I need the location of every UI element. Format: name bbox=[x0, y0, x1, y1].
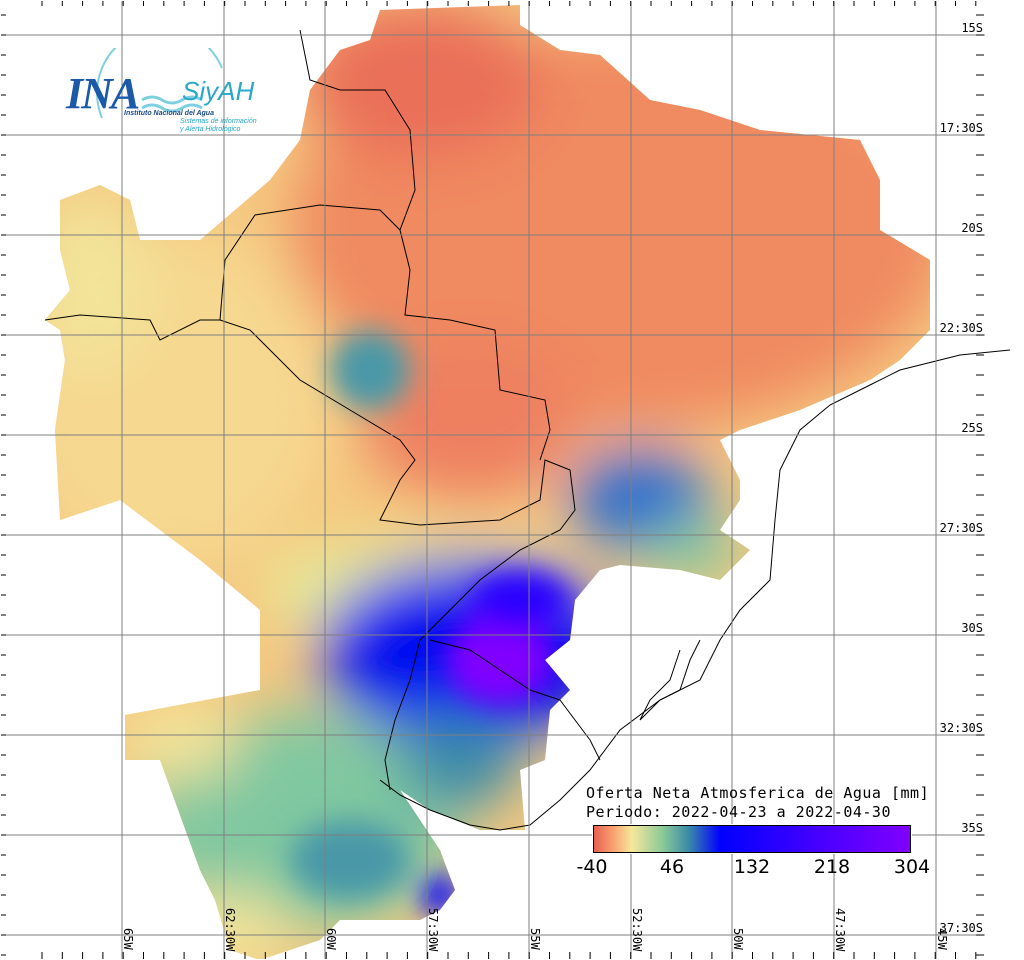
legend-variable: Oferta Neta Atmosferica de Agua [mm] bbox=[586, 784, 930, 802]
latitude-label: 20S bbox=[961, 221, 983, 235]
latitude-label: 37:30S bbox=[939, 921, 983, 935]
longitude-label: 62:30W bbox=[223, 908, 237, 952]
ina-siyah-logo: INA SiyAH Instituto Nacional del Agua Si… bbox=[62, 48, 272, 143]
colorbar-tick: -40 bbox=[576, 856, 608, 878]
colorbar-tick: 132 bbox=[733, 856, 771, 878]
border-bolivia-brazil bbox=[299, 29, 551, 461]
longitude-label: 65W bbox=[121, 928, 135, 950]
colorbar-tick: 218 bbox=[813, 856, 851, 878]
longitude-label: 45W bbox=[935, 928, 949, 950]
legend-period: Periodo: 2022-04-23 a 2022-04-30 bbox=[586, 803, 891, 821]
longitude-label: 50W bbox=[731, 928, 745, 950]
logo-system-line1: Sistemas de información bbox=[180, 118, 257, 125]
colorbar-tick: 46 bbox=[659, 856, 685, 878]
longitude-label: 60W bbox=[324, 928, 338, 950]
logo-acronym: INA bbox=[66, 69, 140, 118]
axis-ticks bbox=[0, 0, 984, 960]
latitude-label: 32:30S bbox=[939, 721, 983, 735]
latitude-label: 35S bbox=[961, 821, 983, 835]
logo-system-name: Sistemas de información y Alerta Hidroló… bbox=[180, 118, 257, 134]
colorbar-tick: 304 bbox=[893, 856, 931, 878]
legend-title: Oferta Neta Atmosferica de Agua [mm] Peri… bbox=[586, 784, 929, 822]
colorbar-gradient bbox=[594, 826, 910, 852]
lagoa-dos-patos bbox=[639, 639, 701, 721]
colorbar bbox=[593, 825, 911, 853]
latitude-label: 30S bbox=[961, 621, 983, 635]
logo-arc-icon bbox=[96, 48, 223, 119]
longitude-label: 57:30W bbox=[426, 908, 440, 952]
border-paraguay bbox=[219, 319, 576, 791]
latitude-label: 27:30S bbox=[939, 521, 983, 535]
border-bolivia-paraguay bbox=[44, 204, 401, 341]
latitude-label: 25S bbox=[961, 421, 983, 435]
logo-system: SiyAH bbox=[182, 76, 255, 106]
logo-institute: Instituto Nacional del Agua bbox=[124, 110, 214, 117]
latitude-label: 22:30S bbox=[939, 321, 983, 335]
longitude-label: 55W bbox=[528, 928, 542, 950]
logo-system-line2: y Alerta Hidrológico bbox=[180, 126, 241, 133]
latitude-label: 17:30S bbox=[939, 121, 983, 135]
borders bbox=[44, 29, 1011, 831]
longitude-label: 47:30W bbox=[833, 908, 847, 952]
longitude-label: 52:30W bbox=[630, 908, 644, 952]
graticule bbox=[0, 0, 985, 960]
coastline bbox=[379, 349, 1011, 831]
latitude-label: 15S bbox=[961, 21, 983, 35]
border-uruguay bbox=[429, 639, 601, 761]
